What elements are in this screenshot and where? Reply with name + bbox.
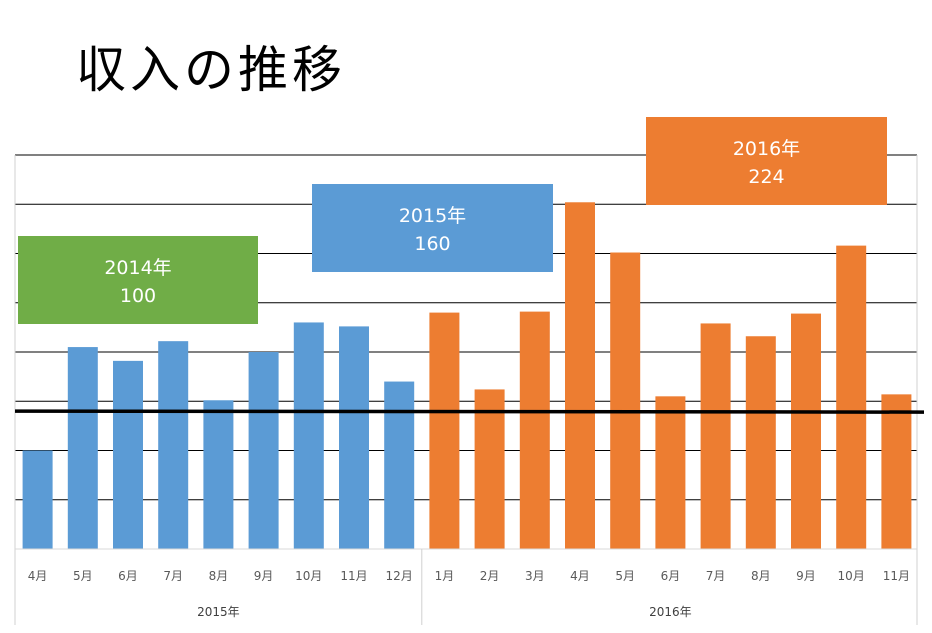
x-tick-label: 8月: [209, 569, 229, 583]
bar: [22, 450, 53, 549]
bar: [339, 326, 369, 549]
x-tick-label: 11月: [340, 569, 367, 583]
bar: [248, 352, 279, 549]
bar: [836, 245, 867, 549]
bar: [610, 252, 641, 549]
annotation-box: [312, 184, 553, 272]
x-tick-label: 3月: [525, 569, 545, 583]
x-tick-label: 9月: [796, 569, 816, 583]
x-tick-label: 10月: [838, 569, 865, 583]
x-tick-label: 12月: [386, 569, 413, 583]
bars: [22, 202, 912, 549]
average-line: [14, 409, 925, 414]
category-axis: 4月 5月 6月 7月 8月 9月 10月 11月 12月 1月 2月 3月 4月 5月 6月 7月 8月 9月 1…: [15, 548, 917, 625]
bar: [655, 396, 686, 549]
x-tick-label: 7月: [163, 569, 183, 583]
x-tick-label: 10月: [295, 569, 322, 583]
x-tick-label: 7月: [706, 569, 726, 583]
annotation-box: [646, 117, 887, 205]
x-tick-label: 5月: [615, 569, 635, 583]
x-tick-label: 5月: [73, 569, 93, 583]
annotation-box: [18, 236, 258, 324]
chart-title: 収入の推移: [76, 41, 346, 99]
bar: [67, 347, 98, 549]
annotation-value: 100: [120, 285, 156, 307]
group-label: 2016年: [649, 605, 692, 619]
bar: [791, 313, 821, 549]
x-tick-label: 4月: [570, 569, 590, 583]
bar: [700, 323, 731, 549]
bar: [474, 389, 505, 549]
bar: [293, 322, 324, 549]
bar: [565, 202, 595, 549]
bar: [158, 341, 189, 549]
annotation-value: 224: [748, 166, 784, 188]
annotation-value: 160: [414, 233, 450, 255]
x-tick-label: 4月: [28, 569, 48, 583]
bar: [429, 312, 460, 549]
annotation-year: 2016年: [733, 138, 800, 160]
x-tick-label: 6月: [661, 569, 681, 583]
bar: [519, 311, 550, 549]
average-line-layer: [14, 409, 925, 414]
x-tick-label: 6月: [118, 569, 138, 583]
annotation-boxes: 2014年 100 2015年 160 2016年 224: [18, 117, 887, 324]
bar: [113, 360, 143, 549]
bar: [203, 400, 234, 549]
bar: [384, 381, 415, 549]
annotation-year: 2014年: [104, 257, 171, 279]
x-tick-label: 2月: [480, 569, 500, 583]
x-tick-label: 8月: [751, 569, 771, 583]
group-label: 2015年: [197, 605, 240, 619]
x-tick-label: 1月: [435, 569, 455, 583]
x-tick-label: 9月: [254, 569, 274, 583]
bar: [745, 336, 776, 549]
annotation-year: 2015年: [399, 205, 466, 227]
x-tick-label: 11月: [883, 569, 910, 583]
bar: [881, 394, 912, 549]
